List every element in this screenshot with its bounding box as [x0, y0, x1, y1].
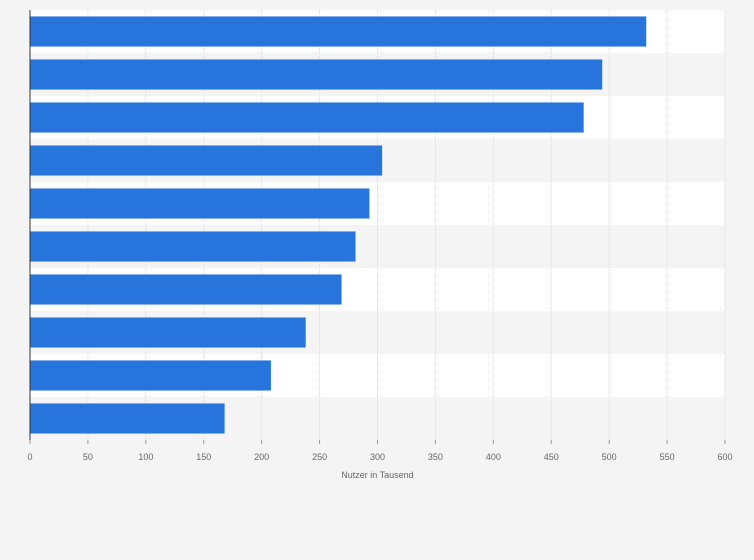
gridlines	[87, 10, 726, 440]
bar	[30, 317, 306, 348]
bar	[30, 360, 271, 391]
bar	[30, 274, 342, 305]
x-tick-label: 350	[428, 452, 443, 462]
x-tick-label: 150	[196, 452, 211, 462]
x-tick-label: 450	[544, 452, 559, 462]
bar	[30, 59, 603, 90]
x-tick-label: 400	[486, 452, 501, 462]
bar	[30, 16, 647, 47]
bar	[30, 102, 584, 133]
bar	[30, 403, 225, 434]
x-tick-label: 200	[254, 452, 269, 462]
x-tick-label: 550	[660, 452, 675, 462]
bar	[30, 231, 356, 262]
bar	[30, 145, 383, 176]
x-tick-label: 250	[312, 452, 327, 462]
x-axis-title: Nutzer in Tausend	[341, 470, 413, 480]
x-tick-label: 500	[602, 452, 617, 462]
x-tick-label: 300	[370, 452, 385, 462]
x-tick-label: 600	[717, 452, 732, 462]
bar	[30, 188, 370, 219]
bars	[30, 16, 647, 434]
x-tick-label: 50	[83, 452, 93, 462]
x-axis-ticks: 0 50 100 150 200 250 300 350 400 450 500 550 600	[27, 440, 733, 462]
x-tick-label: 100	[138, 452, 153, 462]
x-tick-label: 0	[27, 452, 32, 462]
